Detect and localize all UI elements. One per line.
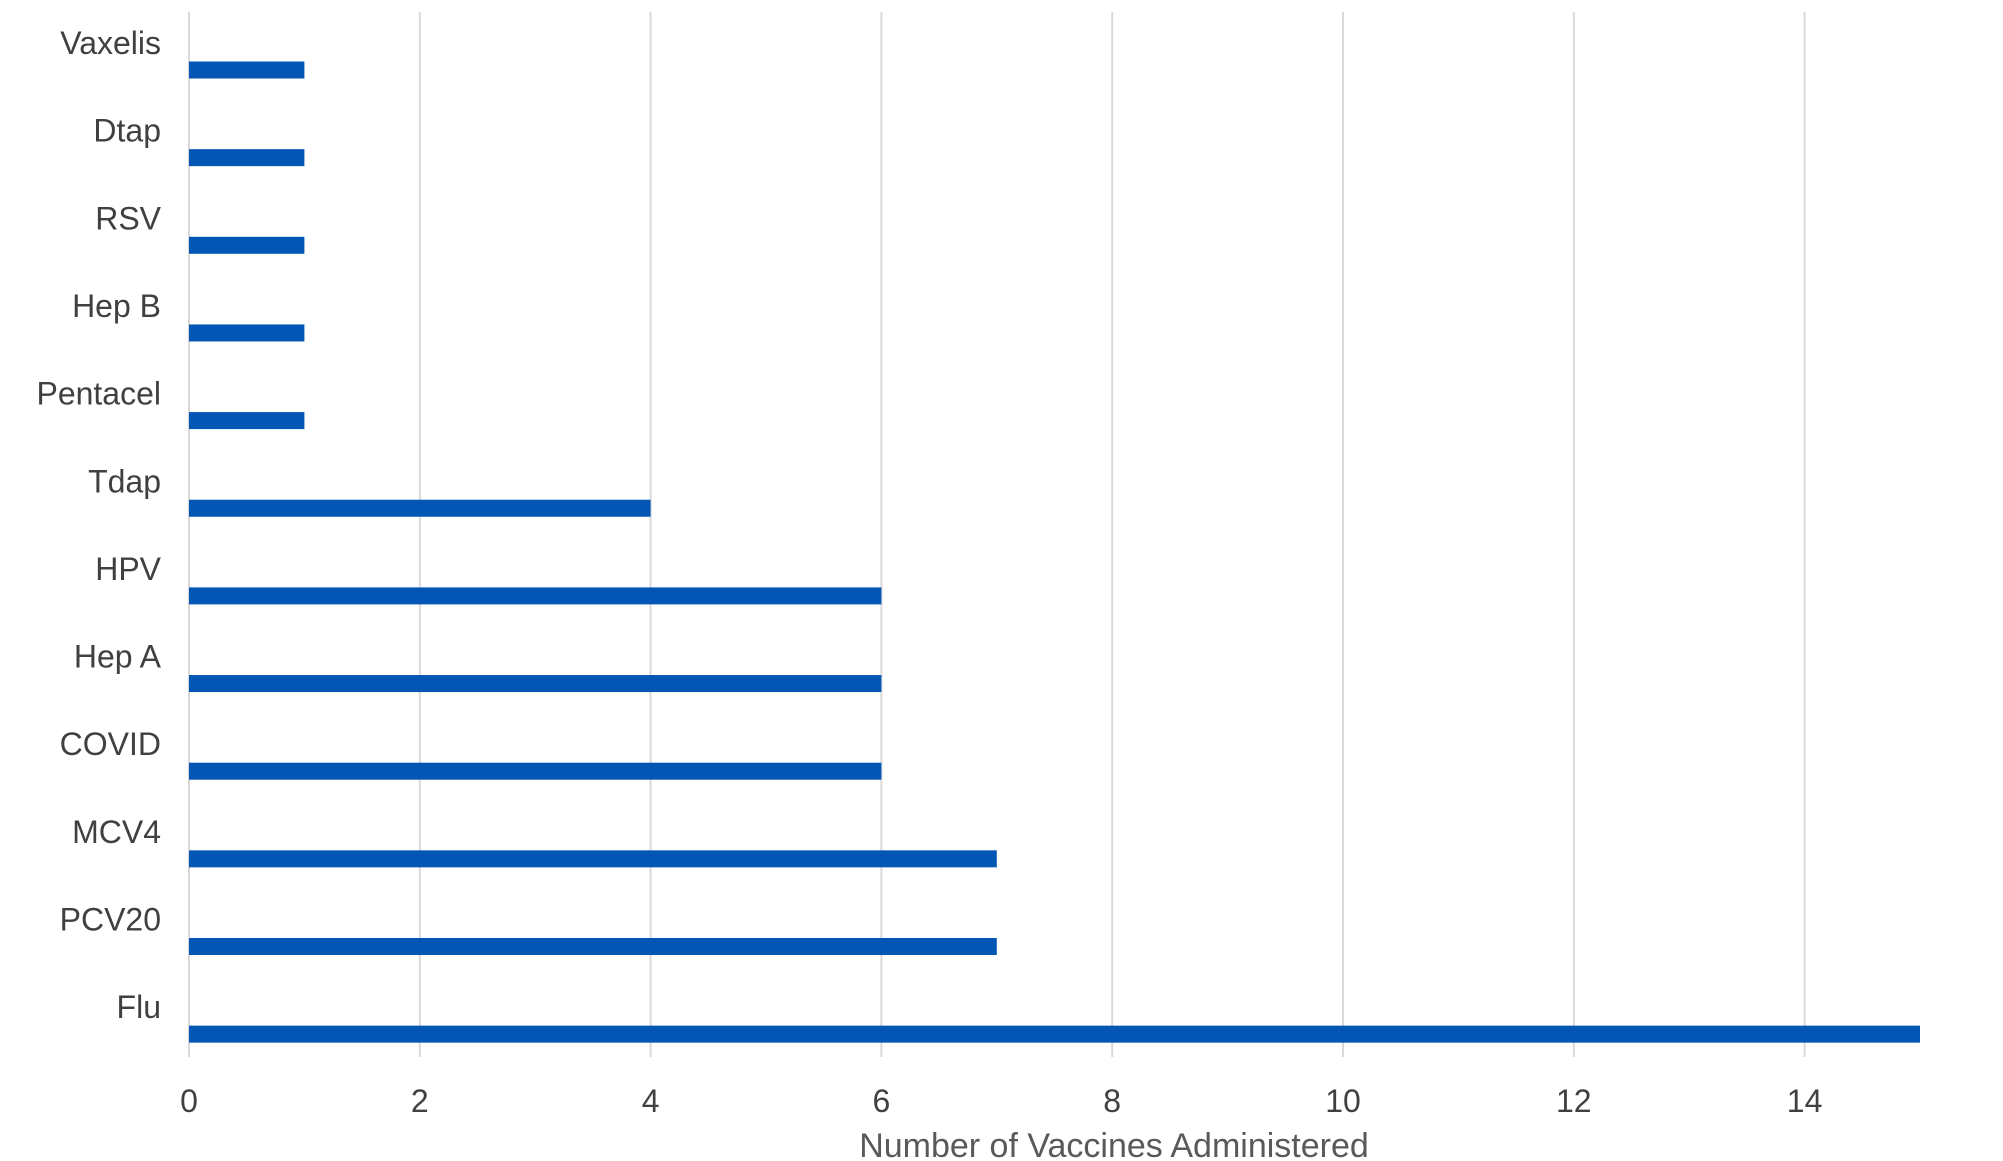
category-label: HPV [95,551,161,587]
bar-dtap [189,149,305,167]
x-tick-label: 0 [180,1083,198,1119]
category-label: Vaxelis [60,25,161,61]
category-label: COVID [60,726,161,762]
category-label: Hep B [72,288,161,324]
category-label: Hep A [74,639,162,675]
bar-pentacel [189,412,305,430]
bar-vaxelis [189,61,305,79]
category-label: PCV20 [60,902,161,938]
x-tick-labels: 0 2 4 6 8 10 12 14 [180,1083,1822,1119]
bar-hep-a [189,675,882,693]
category-labels: Vaxelis Dtap RSV Hep B Pentacel Tdap HPV Hep A C… [36,25,161,1025]
x-tick-label: 12 [1556,1083,1592,1119]
category-label: Tdap [88,463,161,499]
bar-hep-b [189,324,305,342]
x-tick-label: 4 [642,1083,660,1119]
bar-covid [189,762,882,780]
x-tick-label: 10 [1325,1083,1361,1119]
bar-pcv20 [189,938,997,955]
category-label: Dtap [93,113,161,149]
bar-tdap [189,499,651,517]
bar-flu [189,1025,1920,1043]
bar-rsv [189,236,305,254]
bar-hpv [189,587,882,605]
x-tick-label: 8 [1103,1083,1121,1119]
bars [189,61,1920,1043]
gridlines [188,12,1806,1057]
category-label: Flu [117,989,161,1025]
category-label: RSV [95,200,161,236]
category-label: Pentacel [36,376,161,412]
x-tick-label: 14 [1787,1083,1823,1119]
x-tick-label: 6 [873,1083,891,1119]
category-label: MCV4 [72,814,161,850]
x-tick-label: 2 [411,1083,429,1119]
x-axis-title: Number of Vaccines Administered [859,1127,1369,1161]
bar-mcv4 [189,850,997,868]
